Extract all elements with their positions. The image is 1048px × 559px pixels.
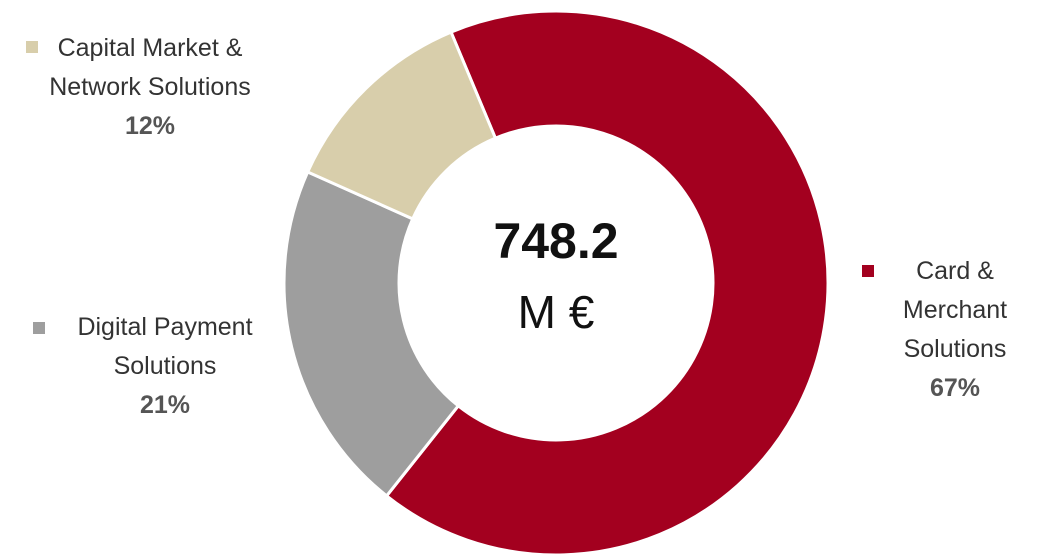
donut-slice [282, 169, 461, 498]
legend-entry: Digital Payment Solutions 21% [50, 308, 280, 425]
legend-swatch [862, 265, 874, 277]
value-label: 21% [139, 391, 191, 419]
value-label: 67% [929, 374, 981, 402]
donut-slice [305, 30, 498, 221]
legend-label: Digital Payment Solutions [77, 313, 253, 380]
legend-label: Card & Merchant Solutions [902, 257, 1008, 363]
value-label: 12% [124, 112, 176, 140]
center-unit: M € [518, 286, 595, 338]
legend-entry: Capital Market & Network Solutions 12% [40, 29, 260, 146]
legend-label: Capital Market & Network Solutions [49, 34, 251, 101]
legend-entry: Card & Merchant Solutions 67% [880, 252, 1030, 408]
legend-swatch [33, 322, 45, 334]
donut-slice [384, 9, 830, 557]
center-value: 748.2 [493, 213, 618, 269]
legend-swatch [26, 41, 38, 53]
